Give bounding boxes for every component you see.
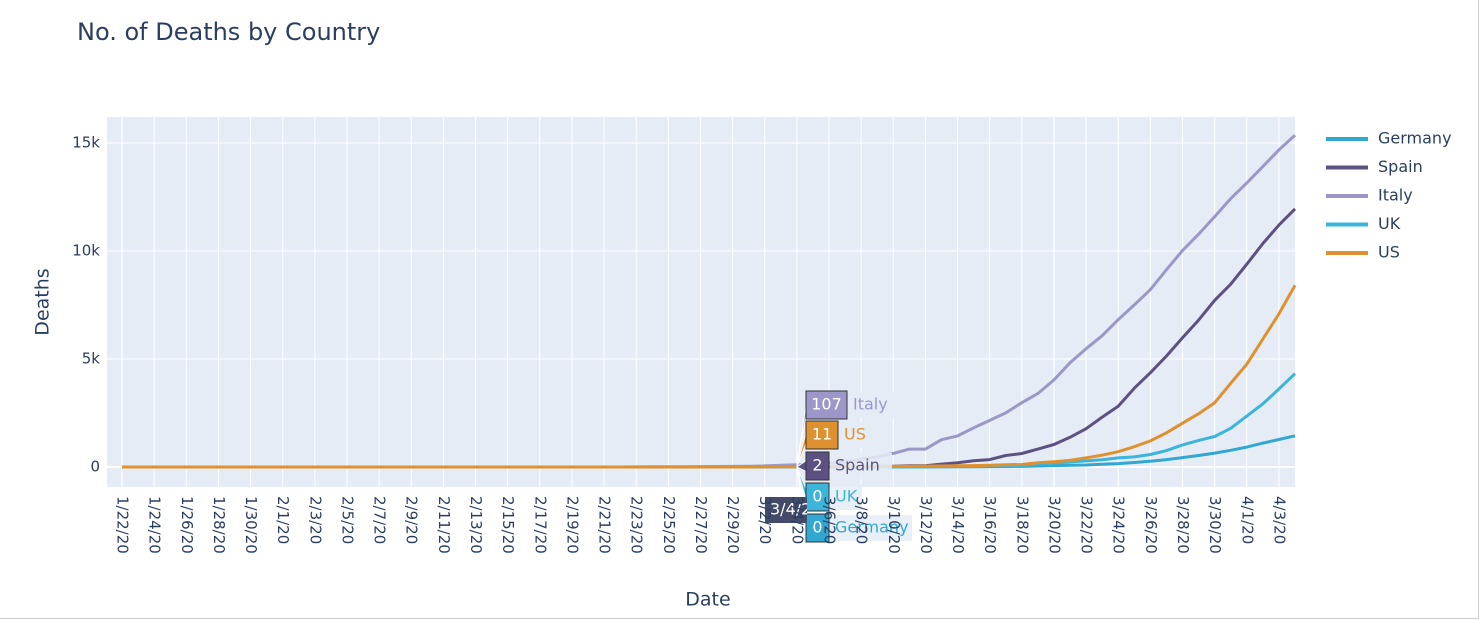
x-tick-label: 2/9/20 (403, 496, 421, 544)
x-tick-label: 2/11/20 (435, 496, 453, 554)
x-tick-label: 3/30/20 (1206, 496, 1224, 554)
x-tick-label: 3/16/20 (981, 496, 999, 554)
x-tick-label: 3/24/20 (1110, 496, 1128, 554)
hover-name-bg (830, 453, 892, 479)
y-tick-label: 0 (90, 457, 100, 475)
x-tick-label: 2/1/20 (274, 496, 292, 544)
chart-title: No. of Deaths by Country (77, 18, 380, 46)
x-tick-label: 2/19/20 (563, 496, 581, 554)
x-tick-label: 2/17/20 (531, 496, 549, 554)
hover-name: Italy (853, 395, 888, 414)
hover-name-bg (830, 515, 912, 541)
plot-background (107, 117, 1295, 487)
hover-date: 3/4/20 (770, 500, 822, 519)
legend-label[interactable]: Spain (1378, 157, 1423, 176)
x-tick-label: 4/3/20 (1270, 496, 1288, 544)
legend-label[interactable]: UK (1378, 214, 1401, 233)
x-tick-label: 3/2/20 (756, 496, 774, 544)
x-tick-label: 2/21/20 (596, 496, 614, 554)
x-tick-label: 1/24/20 (146, 496, 164, 554)
hover-name: UK (835, 487, 858, 506)
x-tick-label: 2/15/20 (499, 496, 517, 554)
x-tick-label: 2/29/20 (724, 496, 742, 554)
x-tick-label: 3/4/20 (788, 496, 806, 544)
line-series (122, 284, 1297, 469)
x-tick-label: 3/28/20 (1174, 496, 1192, 554)
hover-box (805, 513, 830, 543)
hover-date-box (765, 497, 807, 523)
x-tick-label: 3/20/20 (1045, 496, 1063, 554)
x-tick-label: 1/28/20 (210, 496, 228, 554)
x-tick-label: 4/1/20 (1238, 496, 1256, 544)
hover-name: Germany (835, 518, 909, 537)
x-tick-label: 2/3/20 (306, 496, 324, 544)
x-tick-label: 3/10/20 (885, 496, 903, 554)
x-tick-label: 2/7/20 (371, 496, 389, 544)
legend-label[interactable]: US (1378, 243, 1400, 262)
x-tick-label: 2/23/20 (628, 496, 646, 554)
legend-label[interactable]: Italy (1378, 186, 1413, 205)
x-tick-label: 3/8/20 (853, 496, 871, 544)
hover-value: 0 (812, 518, 822, 537)
x-tick-label: 2/27/20 (692, 496, 710, 554)
x-tick-label: 3/14/20 (949, 496, 967, 554)
x-tick-label: 2/25/20 (660, 496, 678, 554)
hover-name: US (844, 425, 866, 444)
hover-value: 107 (811, 395, 842, 414)
hover-name-bg (839, 422, 871, 448)
x-tick-label: 3/22/20 (1078, 496, 1096, 554)
x-tick-label: 3/26/20 (1142, 496, 1160, 554)
x-tick-label: 2/13/20 (467, 496, 485, 554)
x-tick-label: 1/22/20 (114, 496, 132, 554)
y-tick-label: 15k (72, 134, 100, 152)
hover-value: 0 (812, 487, 822, 506)
hover-value: 11 (812, 425, 832, 444)
y-tick-label: 5k (82, 350, 101, 368)
hover-name: Spain (835, 456, 880, 475)
x-tick-label: 3/18/20 (1013, 496, 1031, 554)
x-tick-label: 3/6/20 (821, 496, 839, 544)
hover-box (805, 420, 839, 450)
hover-value: 2 (812, 456, 822, 475)
y-axis-title: Deaths (32, 268, 54, 335)
x-tick-label: 1/30/20 (242, 496, 260, 554)
hover-box (805, 451, 830, 481)
y-tick-label: 10k (72, 242, 100, 260)
hover-box (805, 390, 848, 420)
x-axis-title: Date (685, 589, 730, 611)
hover-name-bg (830, 484, 862, 510)
x-tick-label: 1/26/20 (178, 496, 196, 554)
hover-name-bg (848, 392, 910, 418)
legend-label[interactable]: Germany (1378, 129, 1452, 148)
x-tick-label: 3/12/20 (917, 496, 935, 554)
x-tick-label: 2/5/20 (338, 496, 356, 544)
